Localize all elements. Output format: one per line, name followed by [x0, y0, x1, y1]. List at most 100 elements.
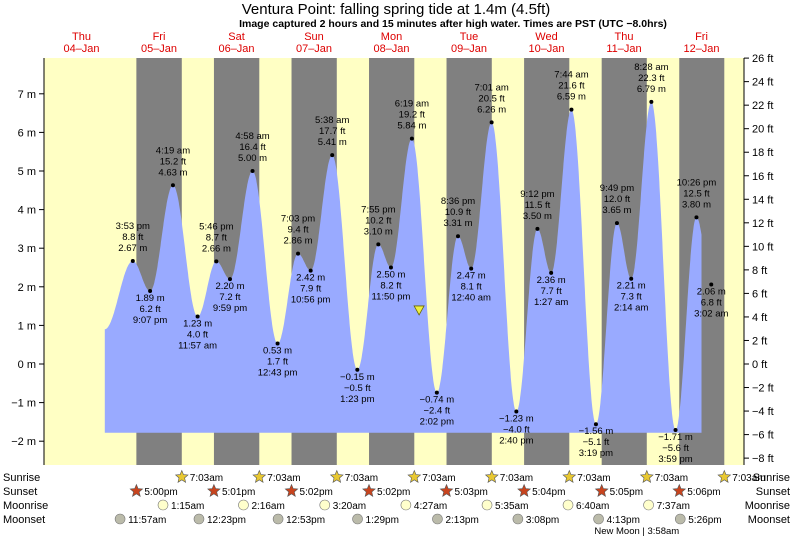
moonrise-entry: 4:27am [400, 499, 447, 512]
moonrise-moon-icon [400, 499, 412, 511]
tide-extreme-label: 5:46 pm8.7 ft2.66 m [199, 221, 233, 254]
date-label: 05–Jan [141, 43, 177, 55]
sunrise-entry: 7:03am [717, 469, 766, 484]
sunset-time: 5:00pm [144, 487, 177, 498]
sunrise-entry: 7:03am [252, 469, 301, 484]
tide-extreme-text: 11:57 am [178, 341, 217, 352]
right-tick-label: 18 ft [752, 147, 773, 159]
sunrise-time: 7:03am [267, 473, 300, 484]
sunset-entry: 5:04pm [517, 483, 565, 498]
sunset-time: 5:06pm [687, 487, 720, 498]
tide-extreme-point [593, 422, 598, 427]
day-of-week-label: Thu [72, 31, 91, 43]
moonrise-moon-icon [643, 499, 654, 511]
sunrise-time: 7:03am [190, 473, 223, 484]
sunrise-entry: 7:03am [174, 469, 223, 484]
sunrise-entry: 7:03am [562, 469, 611, 484]
tide-extreme-text: 5.84 m [397, 121, 426, 132]
sunrise-star-icon [252, 469, 267, 483]
right-tick-label: 2 ft [752, 335, 767, 347]
tide-extreme-text: −0.15 m [340, 372, 375, 383]
chart-subtitle: Image captured 2 hours and 15 minutes af… [239, 18, 667, 30]
day-of-week-label: Wed [535, 31, 557, 43]
tide-extreme-text: 10.9 ft [445, 207, 472, 218]
tide-extreme-text: 2:40 pm [499, 435, 533, 446]
moonset-time: 3:08pm [526, 515, 559, 526]
tide-extreme-label: −0.15 m−0.5 ft1:23 pm [340, 372, 375, 405]
date-label: 07–Jan [296, 43, 332, 55]
tide-extreme-text: 7:44 am [554, 70, 588, 81]
tide-extreme-text: 2.42 m [296, 273, 325, 284]
tide-extreme-text: 1.7 ft [267, 357, 288, 368]
right-tick-label: −4 ft [752, 406, 774, 418]
sunset-time: 5:02pm [300, 487, 333, 498]
tide-extreme-text: 2:02 pm [420, 417, 454, 428]
sunset-entry: 5:01pm [207, 483, 255, 498]
moonset-time: 1:29pm [366, 515, 399, 526]
tide-extreme-text: 6.2 ft [140, 304, 161, 315]
moonset-moon-icon [272, 513, 284, 525]
sunrise-row-label-left: Sunrise [3, 472, 40, 484]
tide-extreme-point [250, 169, 255, 173]
sunset-star-icon [439, 483, 454, 497]
right-tick-label: 6 ft [752, 288, 767, 300]
tide-extreme-text: 2.66 m [202, 243, 231, 254]
right-tick-label: 14 ft [752, 194, 773, 206]
sunrise-time: 7:03am [422, 473, 455, 484]
moonrise-entry: 7:37am [643, 499, 690, 512]
right-tick-label: 4 ft [752, 312, 767, 324]
moonrise-time: 6:40am [576, 501, 609, 512]
moonset-time: 12:23pm [207, 515, 246, 526]
tide-extreme-point [614, 221, 619, 226]
tide-extreme-text: 22.3 ft [638, 73, 665, 84]
left-tick-label: 2 m [18, 282, 36, 294]
moonrise-entry: 2:16am [238, 499, 285, 512]
tide-extreme-point [434, 390, 439, 395]
chart-header: Ventura Point: falling spring tide at 1.… [239, 1, 667, 30]
tide-extreme-point [275, 341, 280, 346]
tide-extreme-label: 2.20 m7.2 ft9:59 pm [213, 281, 247, 314]
sunset-time: 5:02pm [377, 487, 410, 498]
right-tick-label: 26 ft [752, 53, 773, 65]
tide-extreme-text: 2.36 m [537, 275, 566, 286]
tide-extreme-text: −5.1 ft [583, 437, 610, 448]
tide-extreme-point [388, 265, 393, 270]
sunrise-time: 7:03am [345, 473, 378, 484]
tide-extreme-text: 8.8 ft [122, 232, 143, 243]
tide-extreme-text: 1:27 am [534, 297, 568, 308]
sunset-time: 5:03pm [455, 487, 488, 498]
moonset-entry: 1:29pm [352, 513, 399, 526]
tide-extreme-label: −1.23 m−4.0 ft2:40 pm [499, 413, 534, 446]
tide-extreme-text: 2.06 m [697, 286, 726, 297]
tide-extreme-point [409, 136, 414, 141]
moonset-row-label-left: Moonset [3, 514, 45, 526]
tide-extreme-text: 3:02 am [694, 308, 728, 319]
tide-extreme-text: 15.2 ft [160, 156, 187, 167]
tide-extreme-point [569, 107, 574, 112]
tide-extreme-point [170, 183, 175, 188]
tide-extreme-label: 2.06 m6.8 ft3:02 am [694, 286, 728, 319]
tide-extreme-text: −1.56 m [579, 426, 614, 437]
tide-extreme-text: 8:28 am [634, 62, 668, 73]
tide-extreme-point [709, 282, 714, 287]
right-tick-label: 10 ft [752, 241, 773, 253]
tide-extreme-point [308, 268, 313, 273]
tide-extreme-text: 6.79 m [637, 84, 666, 95]
tide-extreme-text: 2.47 m [457, 271, 486, 282]
moonset-row-label-right: Moonset [748, 514, 790, 526]
day-of-week-label: Tue [460, 31, 479, 43]
tide-extreme-text: 10.2 ft [365, 215, 392, 226]
tide-extreme-text: 12.5 ft [683, 188, 710, 199]
tide-extreme-labels: 3:53 pm8.8 ft2.67 m 1.89 m6.2 ft9:07 pm 4:… [116, 62, 729, 465]
